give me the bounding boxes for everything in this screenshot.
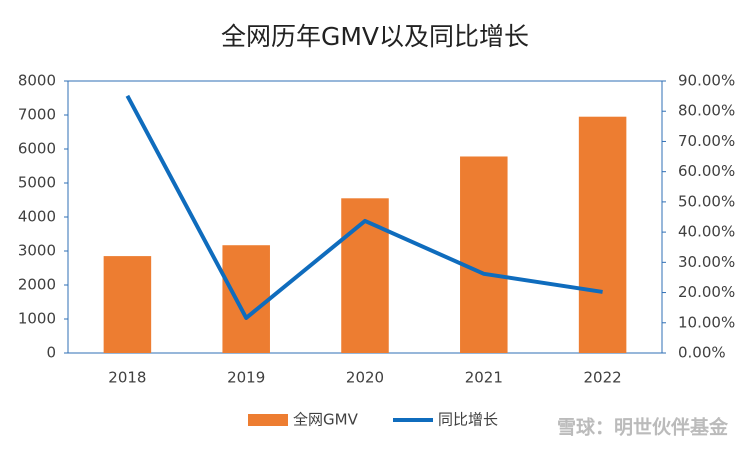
x-tick-label: 2020 — [346, 369, 384, 387]
legend-label: 全网GMV — [293, 411, 359, 429]
bar — [578, 116, 627, 353]
y-tick-label: 7000 — [18, 106, 56, 124]
y-tick-label: 6000 — [18, 140, 56, 158]
y-tick-label: 3000 — [18, 242, 56, 260]
y-tick-label: 2000 — [18, 276, 56, 294]
y2-tick-label: 0.00% — [678, 344, 726, 362]
y2-tick-label: 80.00% — [678, 102, 735, 120]
bar — [341, 198, 389, 353]
line — [125, 94, 603, 320]
watermark: 雪球：明世伙伴基金 — [557, 416, 729, 439]
legend-label: 同比增长 — [438, 411, 498, 429]
y2-tick-label: 40.00% — [678, 223, 735, 241]
bar — [103, 256, 152, 353]
y2-tick-label: 20.00% — [678, 283, 735, 301]
x-tick-label: 2019 — [227, 369, 265, 387]
chart-title: 全网历年GMV以及同比增长 — [221, 22, 529, 51]
y2-tick-label: 10.00% — [678, 313, 735, 331]
x-tick-label: 2022 — [584, 369, 622, 387]
y-tick-label: 8000 — [18, 72, 56, 90]
y-tick-label: 1000 — [18, 310, 56, 328]
x-tick-label: 2018 — [108, 369, 146, 387]
y2-tick-label: 30.00% — [678, 253, 735, 271]
y-tick-label: 0 — [46, 344, 56, 362]
legend-swatch — [248, 414, 288, 426]
x-tick-label: 2021 — [465, 369, 503, 387]
y-tick-label: 5000 — [18, 174, 56, 192]
y-tick-label: 4000 — [18, 208, 56, 226]
bar — [460, 156, 508, 353]
y2-tick-label: 50.00% — [678, 192, 735, 210]
y2-tick-label: 70.00% — [678, 132, 735, 150]
bar — [222, 245, 270, 353]
y2-tick-label: 90.00% — [678, 72, 735, 90]
y2-tick-label: 60.00% — [678, 162, 735, 180]
